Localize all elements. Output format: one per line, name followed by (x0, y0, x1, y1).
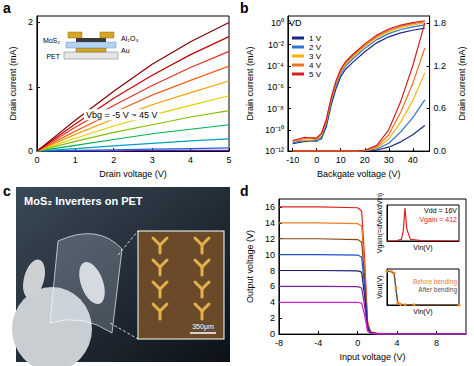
svg-text:10⁻¹⁰: 10⁻¹⁰ (265, 125, 284, 135)
svg-text:Vin(V): Vin(V) (413, 308, 432, 316)
svg-text:0: 0 (355, 338, 360, 348)
svg-text:Vin(V): Vin(V) (413, 244, 432, 252)
svg-text:Al₂O₃: Al₂O₃ (121, 35, 138, 42)
svg-text:PET: PET (46, 53, 60, 60)
svg-text:-8: -8 (275, 338, 283, 348)
svg-text:3 V: 3 V (309, 52, 322, 61)
svg-text:Before bending: Before bending (413, 278, 457, 286)
svg-text:5: 5 (226, 155, 231, 165)
svg-text:1.8: 1.8 (434, 18, 447, 28)
svg-text:Backgate voltage (V): Backgate voltage (V) (317, 169, 401, 179)
svg-text:0.6: 0.6 (434, 103, 447, 113)
svg-text:12: 12 (265, 234, 275, 244)
svg-text:d: d (240, 183, 249, 199)
svg-text:Drain current (mA): Drain current (mA) (457, 47, 467, 121)
svg-text:8: 8 (270, 266, 275, 276)
svg-text:Vgain = 412: Vgain = 412 (419, 216, 457, 224)
svg-text:0: 0 (34, 155, 39, 165)
svg-text:10⁻²: 10⁻² (268, 40, 284, 50)
svg-text:10⁰: 10⁰ (271, 18, 284, 28)
svg-text:10: 10 (265, 250, 275, 260)
svg-text:5 V: 5 V (309, 70, 322, 79)
svg-text:2: 2 (111, 155, 116, 165)
svg-text:10: 10 (336, 155, 346, 165)
svg-text:Drain voltage (V): Drain voltage (V) (99, 169, 167, 179)
svg-text:1.2: 1.2 (434, 61, 447, 71)
svg-text:4: 4 (188, 155, 193, 165)
svg-text:30: 30 (384, 155, 394, 165)
svg-text:20: 20 (360, 155, 370, 165)
svg-text:0: 0 (28, 146, 33, 156)
svg-text:0: 0 (314, 155, 319, 165)
svg-text:0: 0 (269, 329, 275, 340)
svg-text:MoS₂: MoS₂ (43, 37, 60, 44)
svg-text:2: 2 (270, 313, 275, 323)
svg-text:Vdd = 16V: Vdd = 16V (424, 207, 457, 214)
svg-text:-4: -4 (314, 338, 322, 348)
svg-text:After bending: After bending (418, 286, 457, 294)
svg-text:10⁻⁸: 10⁻⁸ (267, 104, 284, 114)
svg-text:c: c (3, 183, 11, 199)
svg-text:2: 2 (28, 17, 33, 27)
svg-text:Output voltage (V): Output voltage (V) (245, 230, 255, 303)
svg-text:4: 4 (395, 338, 400, 348)
svg-text:Drain current (mA): Drain current (mA) (8, 47, 18, 121)
svg-text:1: 1 (28, 82, 33, 92)
svg-text:6: 6 (270, 281, 275, 291)
svg-text:10⁻¹²: 10⁻¹² (265, 146, 284, 156)
svg-text:b: b (240, 0, 249, 16)
svg-text:Au: Au (121, 47, 130, 54)
svg-text:4: 4 (270, 297, 275, 307)
svg-text:Input voltage (V): Input voltage (V) (339, 352, 405, 362)
svg-text:a: a (3, 0, 11, 16)
svg-text:2 V: 2 V (309, 43, 322, 52)
svg-text:1 V: 1 V (309, 34, 322, 43)
svg-text:16: 16 (265, 202, 275, 212)
svg-text:Vout(V): Vout(V) (376, 275, 384, 298)
svg-text:4 V: 4 V (309, 61, 322, 70)
svg-text:10⁻⁴: 10⁻⁴ (267, 61, 284, 71)
svg-text:VD: VD (289, 18, 302, 28)
svg-text:40: 40 (408, 155, 418, 165)
svg-text:350μm: 350μm (192, 323, 214, 331)
svg-text:Vbg = -5 V ~ 45 V: Vbg = -5 V ~ 45 V (86, 110, 158, 120)
svg-text:1: 1 (73, 155, 78, 165)
svg-text:3: 3 (150, 155, 155, 165)
svg-text:Drain current (mA): Drain current (mA) (245, 47, 255, 121)
svg-text:14: 14 (265, 218, 275, 228)
svg-text:MoS₂ Inverters on PET: MoS₂ Inverters on PET (24, 195, 143, 207)
svg-text:10⁻⁶: 10⁻⁶ (267, 82, 284, 92)
svg-text:8: 8 (434, 338, 439, 348)
svg-text:0.0: 0.0 (434, 146, 447, 156)
svg-text:Vgain(=dVout/dVin): Vgain(=dVout/dVin) (376, 193, 384, 253)
svg-text:-10: -10 (286, 155, 299, 165)
